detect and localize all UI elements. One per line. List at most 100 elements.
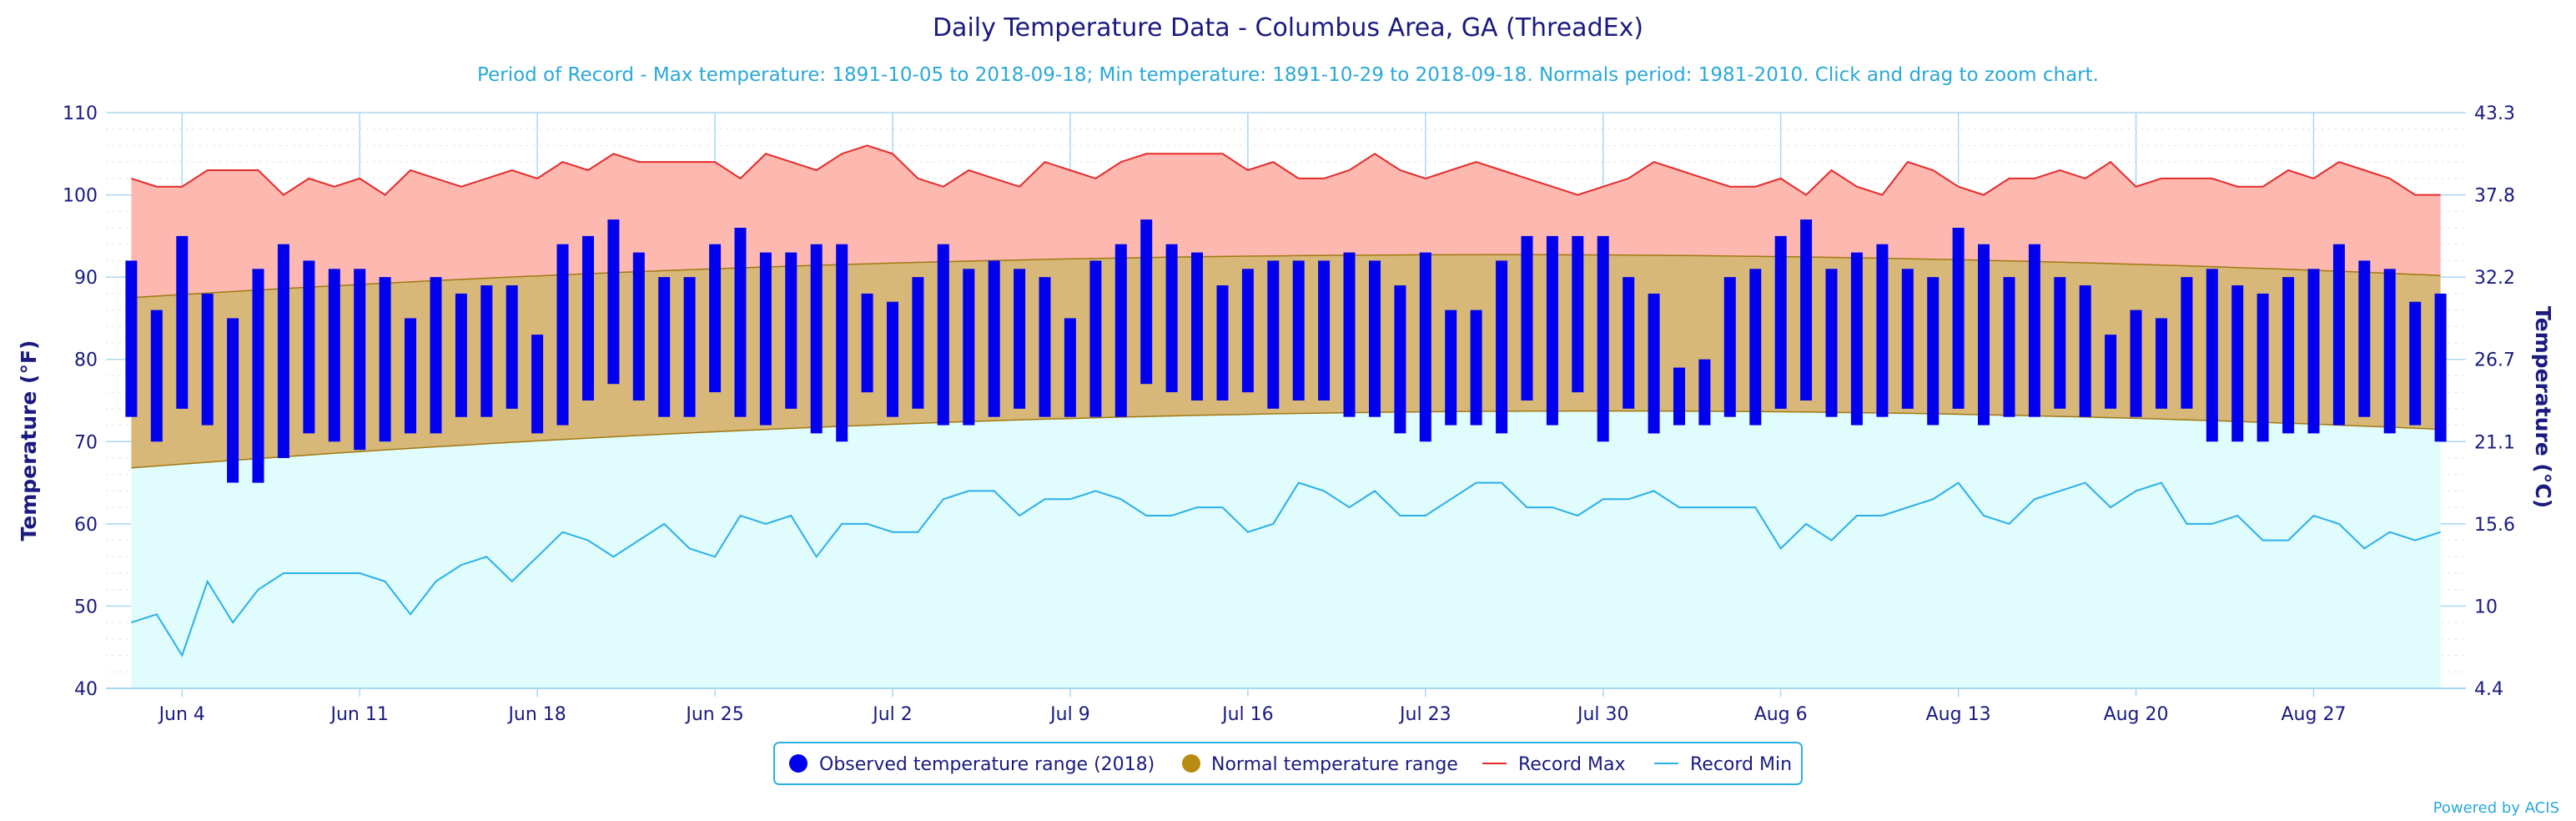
observed-bar xyxy=(2105,335,2117,409)
observed-bar xyxy=(1140,219,1153,385)
legend-box xyxy=(773,742,1803,785)
observed-bar xyxy=(2358,260,2371,417)
observed-bar xyxy=(810,244,823,434)
observed-bar xyxy=(1039,277,1051,417)
observed-bar xyxy=(328,269,340,442)
observed-bar xyxy=(455,293,467,417)
observed-bar xyxy=(1698,359,1711,426)
record-max-line xyxy=(131,144,2441,196)
x-tick-label: Jul 30 xyxy=(1576,704,1629,725)
record-max-area xyxy=(131,145,2441,298)
observed-bar xyxy=(1927,277,1940,426)
observed-bar xyxy=(963,269,975,426)
observed-bar xyxy=(1648,293,1660,434)
legend-record-min-label[interactable]: Record Min xyxy=(1690,754,1792,775)
observed-bar xyxy=(2079,285,2091,417)
observed-bar xyxy=(480,285,493,417)
observed-bar xyxy=(150,310,163,442)
observed-bar xyxy=(556,244,569,426)
observed-bar xyxy=(1952,228,1965,409)
observed-bar xyxy=(1572,235,1584,393)
observed-bar xyxy=(1014,269,1026,409)
observed-bar xyxy=(2003,277,2015,417)
chart-title: Daily Temperature Data - Columbus Area, … xyxy=(933,13,1643,43)
observed-bar xyxy=(405,318,416,434)
observed-bar xyxy=(379,277,391,442)
x-tick-label: Jul 9 xyxy=(1049,704,1090,725)
observed-bar xyxy=(2130,310,2142,417)
normal-high-line xyxy=(131,254,2441,299)
y-tick-label-left: 80 xyxy=(74,350,98,371)
observed-bar xyxy=(1292,260,1305,400)
observed-bar xyxy=(303,260,315,434)
observed-bar xyxy=(125,260,138,417)
observed-bar xyxy=(1267,260,1280,409)
observed-bar xyxy=(887,301,898,417)
y-axis-title-left: Temperature (°F) xyxy=(17,340,41,541)
observed-bar xyxy=(1114,244,1127,417)
legend-observed-label[interactable]: Observed temperature range (2018) xyxy=(819,754,1155,775)
observed-bar xyxy=(1496,260,1508,434)
normal-range-area xyxy=(131,254,2441,468)
observed-bar xyxy=(227,318,239,483)
observed-bar xyxy=(1623,277,1635,409)
y-tick-label-right: 4.4 xyxy=(2474,679,2503,700)
chart-legend: Observed temperature range (2018) Normal… xyxy=(773,742,1803,785)
observed-bar xyxy=(1876,244,1889,417)
y-tick-label-left: 60 xyxy=(74,515,98,536)
observed-bar xyxy=(912,277,924,409)
observed-bar xyxy=(1394,285,1406,434)
observed-bar xyxy=(2434,293,2447,442)
credits-link[interactable]: Powered by ACIS xyxy=(2433,799,2559,817)
record-min-area xyxy=(131,482,2441,688)
x-tick-label: Jul 16 xyxy=(1220,704,1274,725)
observed-bar xyxy=(1445,310,1457,426)
observed-bar xyxy=(1191,252,1203,400)
observed-bar xyxy=(1419,252,1431,442)
y-tick-label-right: 37.8 xyxy=(2474,186,2515,207)
observed-bar xyxy=(2181,277,2193,409)
observed-bar xyxy=(531,335,544,434)
observed-bar xyxy=(2206,269,2218,442)
observed-bar xyxy=(1241,269,1254,393)
observed-bar xyxy=(2054,277,2066,409)
x-tick-label: Jun 4 xyxy=(158,704,205,725)
observed-bar xyxy=(201,293,214,426)
y-tick-label-left: 90 xyxy=(74,268,98,289)
record-min-to-normal-area xyxy=(131,410,2441,656)
legend-normal-label[interactable]: Normal temperature range xyxy=(1211,754,1458,775)
y-tick-label-right: 21.1 xyxy=(2474,432,2515,453)
observed-bar xyxy=(785,252,797,409)
observed-bar xyxy=(683,277,696,417)
range-bands xyxy=(131,145,2441,688)
x-tick-label: Jun 18 xyxy=(506,704,566,725)
observed-bar xyxy=(1800,219,1813,400)
observed-bar xyxy=(2231,285,2244,442)
observed-bar xyxy=(836,244,848,442)
observed-bar xyxy=(582,235,594,400)
observed-bar xyxy=(1546,235,1558,426)
x-tick-label: Jun 11 xyxy=(330,704,389,725)
y-tick-label-right: 26.7 xyxy=(2474,350,2515,371)
observed-bar xyxy=(430,277,442,434)
observed-bar xyxy=(2383,269,2396,434)
observed-bar xyxy=(709,244,722,393)
x-tick-label: Aug 20 xyxy=(2104,704,2169,725)
record-lines xyxy=(131,144,2441,657)
x-tick-label: Jun 25 xyxy=(684,704,743,725)
y-tick-label-left: 100 xyxy=(63,186,98,207)
observed-bar xyxy=(2028,244,2040,417)
legend-record-max-label[interactable]: Record Max xyxy=(1518,754,1626,775)
observed-bar xyxy=(1673,367,1685,426)
observed-bar xyxy=(1318,260,1331,400)
axes: 40 4.4 50 10 60 15.6 70 21.1 80 26.7 90 32.2 100 37.8… xyxy=(63,103,2515,725)
observed-bar xyxy=(1901,269,1914,409)
observed-bar xyxy=(861,293,873,393)
observed-bar xyxy=(734,228,747,417)
observed-bar xyxy=(1774,235,1787,409)
y-tick-label-right: 43.3 xyxy=(2474,103,2515,124)
observed-bar xyxy=(354,269,366,451)
observed-bar xyxy=(607,219,620,385)
observed-bar xyxy=(176,235,189,409)
